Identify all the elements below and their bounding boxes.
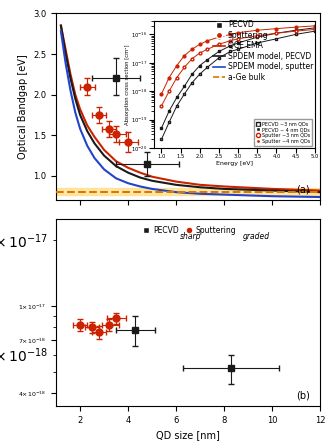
Text: (a): (a)	[296, 185, 310, 194]
Legend: PECVD, Sputtering, QCE EMA, SPDEM model, PECVD, SPDEM model, sputter, a-Ge bulk: PECVD, Sputtering, QCE EMA, SPDEM model,…	[210, 17, 316, 85]
Text: (b): (b)	[296, 390, 310, 400]
Legend: PECVD, Sputtering: PECVD, Sputtering	[139, 223, 239, 238]
Text: graded: graded	[243, 232, 270, 241]
Y-axis label: Optical Bandgap [eV]: Optical Bandgap [eV]	[17, 54, 28, 159]
X-axis label: QD size [nm]: QD size [nm]	[156, 430, 220, 440]
Text: sharp: sharp	[180, 232, 202, 241]
